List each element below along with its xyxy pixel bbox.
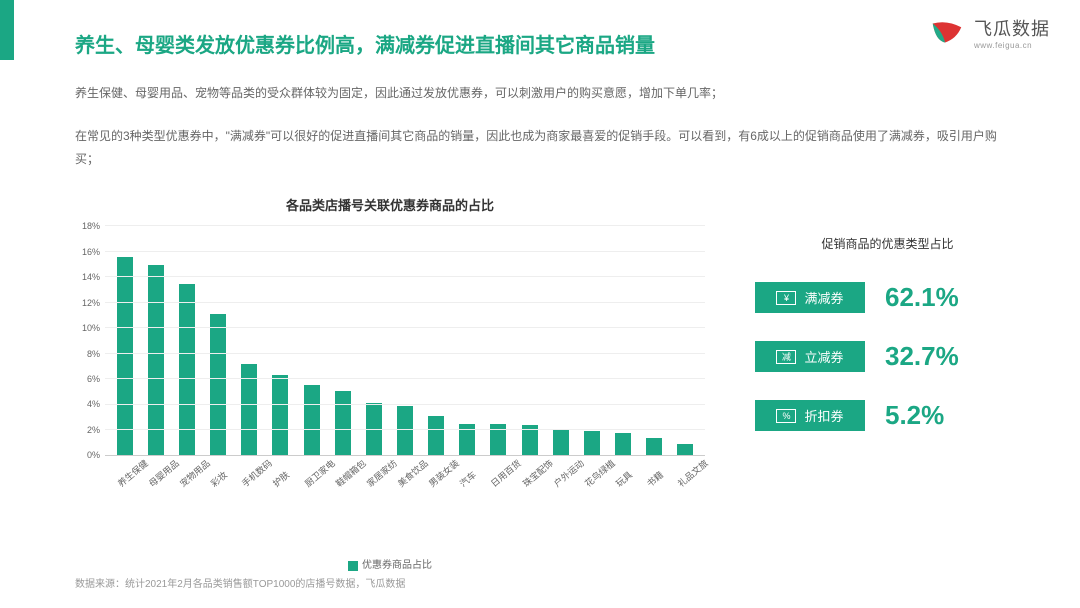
y-tick: 18%: [75, 226, 100, 227]
grid-line: [105, 327, 705, 328]
stat-row: 减立减券 32.7%: [755, 341, 1020, 372]
stat-row: ¥ 满减券 62.1%: [755, 282, 1020, 313]
stat-badge: % 折扣券: [755, 400, 865, 431]
description-1: 养生保健、母婴用品、宠物等品类的受众群体较为固定，因此通过发放优惠券，可以刺激用…: [75, 82, 1020, 105]
x-label: 户外运动: [550, 470, 571, 490]
x-label: 珠宝配饰: [519, 470, 540, 490]
stat-value: 62.1%: [885, 282, 959, 313]
y-tick: 4%: [75, 404, 100, 405]
bar: [272, 375, 288, 455]
y-tick: 16%: [75, 252, 100, 253]
grid-line: [105, 225, 705, 226]
bar: [553, 429, 569, 456]
x-label: 彩妆: [208, 470, 229, 490]
y-tick: 10%: [75, 328, 100, 329]
bar: [428, 416, 444, 455]
bar: [584, 431, 600, 455]
legend-label: 优惠券商品占比: [362, 560, 432, 571]
bar: [677, 444, 693, 455]
coupon-icon: ¥: [776, 291, 796, 305]
coupon-icon: %: [776, 409, 796, 423]
bar: [646, 438, 662, 456]
stat-label: 折扣券: [804, 406, 843, 425]
x-label: 手机数码: [239, 470, 260, 490]
x-label: 厨卫家电: [301, 470, 322, 490]
bar: [117, 257, 133, 455]
x-label: 养生保健: [114, 470, 135, 490]
grid-line: [105, 276, 705, 277]
y-tick: 0%: [75, 455, 100, 456]
bar-chart: 18% 16% 14% 12% 10% 8% 6% 4% 2% 0% 养生保健母婴用品宠物用品彩妆…: [75, 226, 705, 506]
y-tick: 2%: [75, 430, 100, 431]
x-label: 书籍: [644, 470, 665, 490]
bar: [615, 433, 631, 456]
x-label: 鞋帽箱包: [332, 470, 353, 490]
grid-line: [105, 378, 705, 379]
bar: [304, 385, 320, 455]
x-label: 汽车: [457, 470, 478, 490]
data-source: 数据来源：统计2021年2月各品类销售额TOP1000的店播号数据，飞瓜数据: [75, 575, 405, 590]
accent-bar: [0, 0, 14, 60]
y-tick: 8%: [75, 354, 100, 355]
y-tick: 6%: [75, 379, 100, 380]
stat-label: 立减券: [804, 347, 843, 366]
coupon-icon: 减: [776, 350, 796, 364]
description-2: 在常见的3种类型优惠券中，"满减券"可以很好的促进直播间其它商品的销量，因此也成…: [75, 125, 1020, 171]
stats-title: 促销商品的优惠类型占比: [755, 235, 1020, 252]
logo-url: www.feigua.cn: [974, 41, 1050, 50]
x-label: 家居家纺: [364, 470, 385, 490]
brand-logo: 飞瓜数据 www.feigua.cn: [928, 15, 1050, 50]
grid-line: [105, 251, 705, 252]
grid-line: [105, 429, 705, 430]
bar: [210, 314, 226, 455]
x-label: 日用百货: [488, 470, 509, 490]
x-label: 男装女装: [426, 470, 447, 490]
x-label: 宠物用品: [177, 470, 198, 490]
stat-value: 32.7%: [885, 341, 959, 372]
grid-line: [105, 302, 705, 303]
legend-swatch: [348, 561, 358, 571]
grid-line: [105, 353, 705, 354]
y-tick: 14%: [75, 277, 100, 278]
x-label: 美食饮品: [395, 470, 416, 490]
x-label: 玩具: [613, 470, 634, 490]
chart-legend: 优惠券商品占比: [75, 556, 705, 571]
stat-label: 满减券: [804, 288, 843, 307]
page-title: 养生、母婴类发放优惠券比例高，满减券促进直播间其它商品销量: [75, 30, 1020, 62]
stat-badge: 减立减券: [755, 341, 865, 372]
bar: [335, 391, 351, 456]
chart-title: 各品类店播号关联优惠券商品的占比: [75, 195, 705, 214]
x-label: 礼品文旅: [675, 470, 696, 490]
x-label: 母婴用品: [145, 470, 166, 490]
logo-icon: [928, 21, 966, 45]
stat-value: 5.2%: [885, 400, 944, 431]
bar: [148, 265, 164, 456]
x-label: 护肤: [270, 470, 291, 490]
logo-title: 飞瓜数据: [974, 15, 1050, 41]
stat-row: % 折扣券 5.2%: [755, 400, 1020, 431]
stat-badge: ¥ 满减券: [755, 282, 865, 313]
x-label: 花鸟绿植: [582, 470, 603, 490]
bar: [397, 406, 413, 456]
grid-line: [105, 404, 705, 405]
y-tick: 12%: [75, 303, 100, 304]
